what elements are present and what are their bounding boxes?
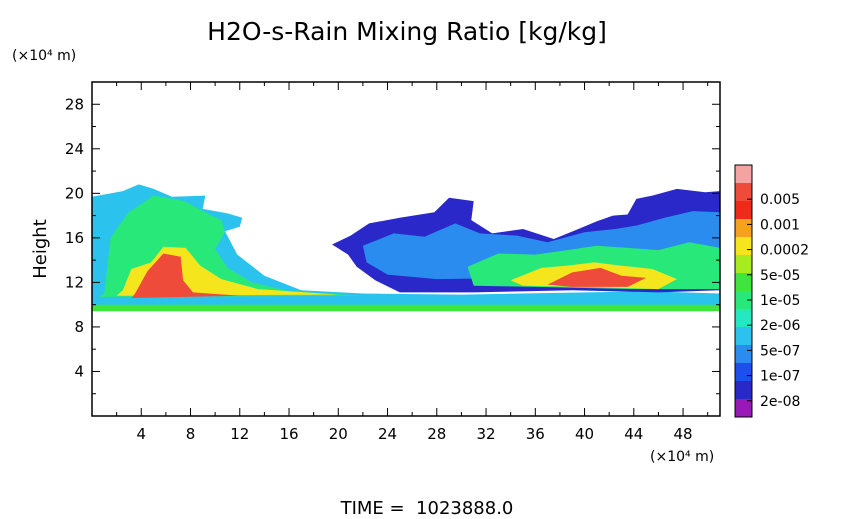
y-tick-label: 8 bbox=[74, 318, 84, 336]
colorbar: 0.005 0.001 0.0002 5e-05 1e-05 2e-06 5e-07 1e-0… bbox=[734, 164, 809, 418]
x-tick-label: 32 bbox=[476, 425, 495, 443]
colorbar-label: 0.005 bbox=[760, 192, 800, 208]
y-axis-label: Height bbox=[30, 219, 51, 279]
colorbar-swatch bbox=[735, 183, 752, 202]
colorbar-label: 5e-07 bbox=[760, 343, 800, 359]
colorbar-swatch bbox=[735, 219, 752, 238]
region-right-cloud-core bbox=[547, 267, 647, 287]
colorbar-label: 1e-07 bbox=[760, 369, 800, 385]
x-tick-label: 36 bbox=[526, 425, 545, 443]
colorbar-swatch bbox=[735, 363, 752, 382]
colorbar-swatch bbox=[735, 273, 752, 292]
region-left-cloud-envelope bbox=[92, 184, 720, 305]
y-tick-label: 20 bbox=[65, 184, 84, 202]
y-tick-label: 24 bbox=[65, 140, 84, 158]
x-axis-unit: (×10⁴ m) bbox=[650, 449, 714, 465]
colorbar-frame bbox=[734, 164, 753, 418]
colorbar-swatch bbox=[735, 237, 752, 256]
x-tick-label: 40 bbox=[575, 425, 594, 443]
y-tick-label: 28 bbox=[65, 95, 84, 113]
time-readout: TIME = 1023888.0 bbox=[340, 498, 514, 519]
y-tick-label: 12 bbox=[65, 273, 84, 291]
colorbar-label: 0.0002 bbox=[760, 243, 809, 259]
y-axis-unit: (×10⁴ m) bbox=[12, 48, 76, 64]
colorbar-label: 0.001 bbox=[760, 217, 800, 233]
colorbar-swatch bbox=[735, 327, 752, 346]
plot-frame bbox=[91, 81, 721, 417]
y-tick-label: 16 bbox=[65, 229, 84, 247]
x-tick-label: 8 bbox=[186, 425, 196, 443]
colorbar-label: 2e-06 bbox=[760, 318, 800, 334]
colorbar-label: 5e-05 bbox=[760, 268, 800, 284]
chart-title: H2O-s-Rain Mixing Ratio [kg/kg] bbox=[207, 17, 607, 46]
colorbar-label: 2e-08 bbox=[760, 394, 800, 410]
region-left-cloud-core bbox=[131, 253, 240, 298]
x-tick-label: 44 bbox=[624, 425, 643, 443]
x-tick-label: 48 bbox=[674, 425, 693, 443]
x-tick-label: 24 bbox=[378, 425, 397, 443]
colorbar-swatch bbox=[735, 345, 752, 364]
colorbar-swatch bbox=[735, 381, 752, 400]
colorbar-swatch bbox=[735, 291, 752, 310]
x-tick-label: 28 bbox=[427, 425, 446, 443]
y-tick-label: 4 bbox=[74, 362, 84, 380]
colorbar-swatch bbox=[735, 201, 752, 220]
x-tick-label: 12 bbox=[230, 425, 249, 443]
x-tick-label: 20 bbox=[329, 425, 348, 443]
colorbar-label: 1e-05 bbox=[760, 293, 800, 309]
colorbar-swatch bbox=[735, 255, 752, 274]
colorbar-swatch bbox=[735, 399, 752, 418]
x-tick-label: 4 bbox=[136, 425, 146, 443]
colorbar-swatch bbox=[735, 309, 752, 328]
x-tick-label: 16 bbox=[279, 425, 298, 443]
colorbar-swatch bbox=[735, 165, 752, 184]
